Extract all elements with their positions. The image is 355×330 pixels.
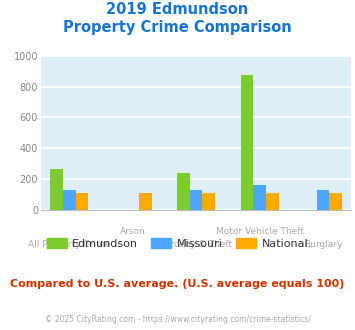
Bar <box>253 185 266 210</box>
Text: Arson: Arson <box>120 227 146 236</box>
Bar <box>240 75 253 210</box>
Text: 2019 Edmundson: 2019 Edmundson <box>106 2 248 16</box>
Text: Motor Vehicle Theft: Motor Vehicle Theft <box>215 227 304 236</box>
Text: Larceny & Theft: Larceny & Theft <box>160 240 232 249</box>
Text: Burglary: Burglary <box>304 240 342 249</box>
Bar <box>63 190 76 210</box>
Bar <box>76 193 88 210</box>
Bar <box>202 193 215 210</box>
Bar <box>329 193 342 210</box>
Bar <box>190 190 202 210</box>
Text: © 2025 CityRating.com - https://www.cityrating.com/crime-statistics/: © 2025 CityRating.com - https://www.city… <box>45 315 310 324</box>
Bar <box>317 190 329 210</box>
Text: All Property Crime: All Property Crime <box>28 240 111 249</box>
Bar <box>266 193 279 210</box>
Bar <box>139 193 152 210</box>
Bar <box>50 169 63 210</box>
Text: Property Crime Comparison: Property Crime Comparison <box>63 20 292 35</box>
Legend: Edmundson, Missouri, National: Edmundson, Missouri, National <box>42 234 313 253</box>
Bar <box>177 173 190 210</box>
Text: Compared to U.S. average. (U.S. average equals 100): Compared to U.S. average. (U.S. average … <box>10 279 345 289</box>
